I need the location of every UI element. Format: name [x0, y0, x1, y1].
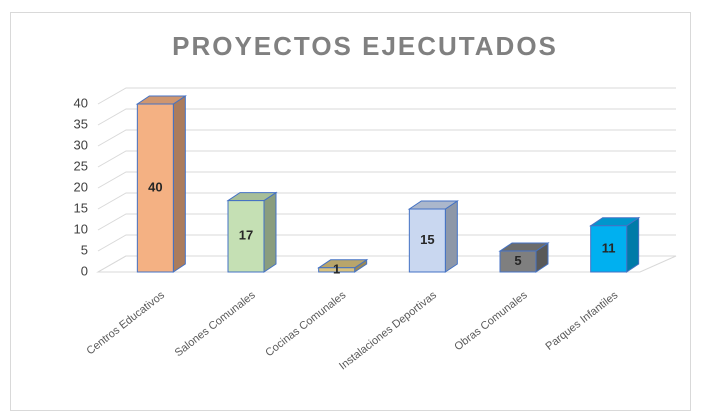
grid-line [97, 87, 676, 105]
bar-front [408, 208, 446, 273]
value-label: 17 [239, 228, 253, 243]
grid-line [97, 255, 676, 273]
value-label: 40 [148, 179, 162, 194]
bar-side [444, 200, 458, 273]
bar-front [318, 267, 356, 273]
bar-front [499, 250, 537, 273]
bar [317, 258, 369, 273]
y-tick-label: 20 [74, 179, 88, 194]
grid-line [97, 213, 676, 231]
y-tick-label: 10 [74, 221, 88, 236]
value-label: 1 [333, 261, 340, 276]
bar [589, 216, 641, 273]
grid-line [97, 171, 676, 189]
value-label: 5 [514, 253, 521, 268]
bar-side [626, 216, 640, 273]
bar [135, 95, 187, 273]
y-tick-label: 35 [74, 116, 88, 131]
bar-front [590, 225, 628, 273]
bar [498, 242, 550, 273]
grid-line [97, 129, 676, 147]
bar [407, 200, 459, 273]
grid-line [97, 192, 676, 210]
bar-front [227, 200, 265, 273]
y-tick-label: 0 [81, 263, 88, 278]
bar-side [263, 191, 277, 273]
bar-side [172, 95, 186, 273]
grid-line [97, 150, 676, 168]
value-label: 11 [602, 240, 616, 255]
bar [226, 191, 278, 273]
value-label: 15 [420, 232, 434, 247]
chart-title: PROYECTOS EJECUTADOS [172, 31, 558, 61]
grid-line [97, 108, 676, 126]
bar-front [136, 103, 174, 273]
y-tick-label: 30 [74, 137, 88, 152]
chart-frame [10, 12, 691, 411]
y-tick-label: 40 [74, 95, 88, 110]
y-tick-label: 25 [74, 158, 88, 173]
y-tick-label: 5 [81, 242, 88, 257]
grid-line [97, 234, 676, 252]
y-tick-label: 15 [74, 200, 88, 215]
